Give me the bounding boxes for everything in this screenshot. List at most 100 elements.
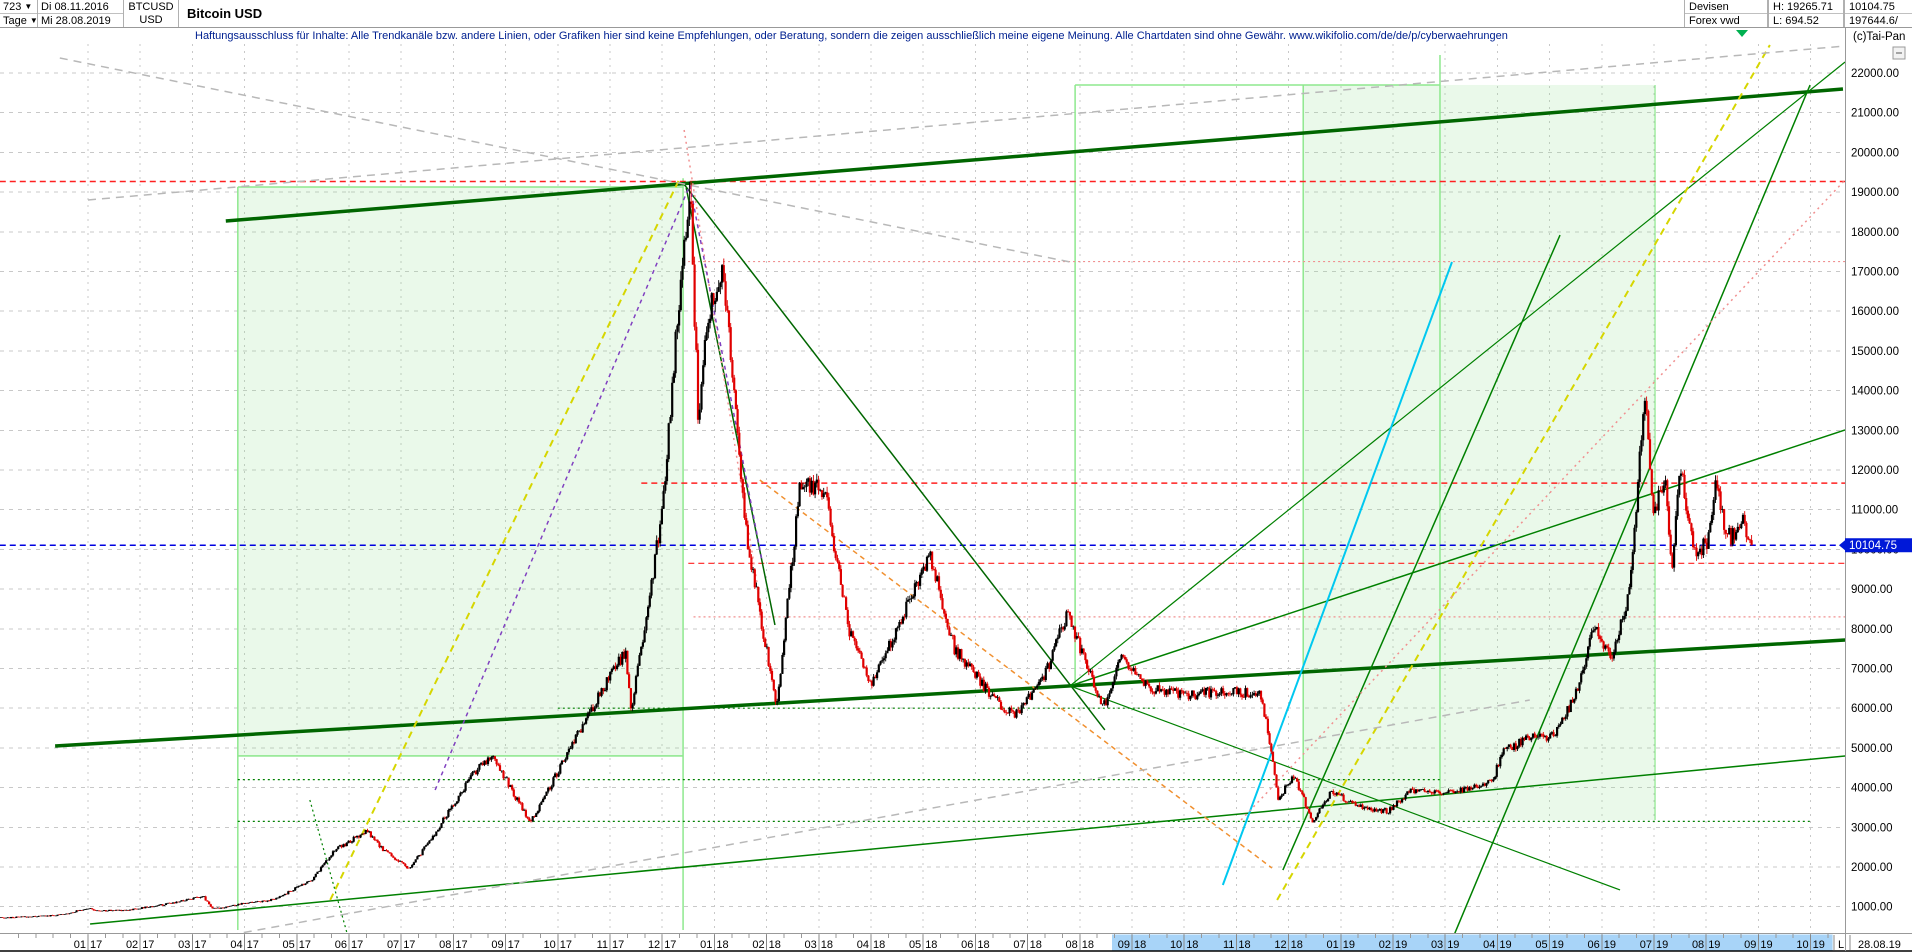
trendline-peak-to-apex xyxy=(682,182,1106,731)
trendlines-layer xyxy=(0,44,1845,933)
date-axis-month-label: 08 xyxy=(439,939,451,951)
price-axis-label: 20000.00 xyxy=(1851,147,1899,159)
date-axis-year-label: 18 xyxy=(1186,939,1198,951)
last-price-badge: 10104.75 xyxy=(1839,538,1912,553)
date-axis-month-label: 10 xyxy=(1796,939,1808,951)
price-axis-label: 13000.00 xyxy=(1851,425,1899,437)
date-axis-month-label: 06 xyxy=(335,939,347,951)
date-axis-month-label: 01 xyxy=(74,939,86,951)
date-axis-year-label: 17 xyxy=(560,939,572,951)
price-axis-label: 5000.00 xyxy=(1851,743,1893,755)
price-axis-label: 9000.00 xyxy=(1851,584,1893,596)
trendline-apex-fan-down xyxy=(1069,685,1621,891)
date-axis-year-label: 19 xyxy=(1552,939,1564,951)
date-axis-year-label: 18 xyxy=(1291,939,1303,951)
date-axis-year-label: 19 xyxy=(1708,939,1720,951)
date-axis-year-label: 19 xyxy=(1760,939,1772,951)
date-axis-year-label: 19 xyxy=(1447,939,1459,951)
price-axis-label: 2000.00 xyxy=(1851,862,1893,874)
date-axis-month-label: 04 xyxy=(230,939,242,951)
collapse-axis-button[interactable] xyxy=(1892,46,1906,60)
trendline-yellow-2019 xyxy=(1276,44,1771,901)
date-axis-month-label: 09 xyxy=(1744,939,1756,951)
price-axis-label: 8000.00 xyxy=(1851,624,1893,636)
trendline-rally-2019-a xyxy=(1282,234,1561,871)
date-axis-month-label: 03 xyxy=(805,939,817,951)
price-axis-label: 4000.00 xyxy=(1851,783,1893,795)
currency-label: USD xyxy=(139,14,163,27)
date-axis-month-label: 03 xyxy=(1431,939,1443,951)
disclaimer-text: Haftungsausschluss für Inhalte: Alle Tre… xyxy=(195,30,1508,42)
price-axis-label: 16000.00 xyxy=(1851,306,1899,318)
date-axis-year-label: 19 xyxy=(1395,939,1407,951)
up-candle-bodies xyxy=(0,201,1745,919)
price-axis-label: 14000.00 xyxy=(1851,386,1899,398)
date-axis-month-label: 05 xyxy=(1535,939,1547,951)
date-axis-year-label: 17 xyxy=(247,939,259,951)
date-axis-month-label: 11 xyxy=(1223,939,1234,951)
date-axis-month-label: 05 xyxy=(283,939,295,951)
timeframe-dropdown[interactable]: Tage ▼ xyxy=(0,14,38,27)
last-marker-label: L xyxy=(1838,939,1844,951)
date-axis-year-label: 19 xyxy=(1813,939,1825,951)
date-axis-year-label: 19 xyxy=(1499,939,1511,951)
trendline-rally-2019-b xyxy=(1454,84,1811,933)
price-axis-label: 12000.00 xyxy=(1851,465,1899,477)
symbol-field[interactable]: BTCUSD xyxy=(128,0,174,13)
trendline-gray-falling xyxy=(59,57,1071,263)
date-axis-month-label: 03 xyxy=(178,939,190,951)
date-axis-year-label: 18 xyxy=(1030,939,1042,951)
trendline-support-2016 xyxy=(90,755,1845,925)
volume-value: 197644.6/ xyxy=(1849,14,1898,27)
date-axis-month-label: 10 xyxy=(1170,939,1182,951)
date-axis-year-label: 18 xyxy=(873,939,885,951)
date-axis-year-label: 19 xyxy=(1656,939,1668,951)
date-axis-year-label: 18 xyxy=(1238,939,1250,951)
low-value: L: 694.52 xyxy=(1773,14,1819,27)
date-axis: 01 17 02 17 03 17 04 17 05 17 06 17 07 17 08 17 09 17 10 17… xyxy=(0,933,1912,952)
trendline-bottom-channel xyxy=(55,638,1845,748)
price-axis-label: 17000.00 xyxy=(1851,267,1899,279)
date-axis-year-label: 18 xyxy=(821,939,833,951)
price-axis-label: 21000.00 xyxy=(1851,108,1899,120)
price-axis-label: 19000.00 xyxy=(1851,187,1899,199)
date-axis-year-label: 17 xyxy=(403,939,415,951)
date-axis-month-label: 09 xyxy=(1118,939,1130,951)
date-axis-month-label: 01 xyxy=(1327,939,1339,951)
date-axis-year-label: 17 xyxy=(299,939,311,951)
last-date-label: 28.08.19 xyxy=(1858,939,1901,951)
trendline-cyan-rally xyxy=(1221,261,1453,886)
date-axis-year-label: 17 xyxy=(508,939,520,951)
exchange-label: Devisen xyxy=(1685,0,1767,14)
end-date-field[interactable]: Mi 28.08.2019 xyxy=(41,14,111,27)
trend-box xyxy=(1303,84,1656,820)
down-candle-bodies xyxy=(1,201,1753,919)
date-axis-month-label: 07 xyxy=(1013,939,1025,951)
start-date-field[interactable]: Di 08.11.2016 xyxy=(38,0,123,14)
date-axis-month-label: 09 xyxy=(491,939,503,951)
date-axis-month-label: 02 xyxy=(752,939,764,951)
date-axis-year-label: 18 xyxy=(1082,939,1094,951)
date-axis-month-label: 06 xyxy=(961,939,973,951)
price-axis-label: 6000.00 xyxy=(1851,703,1893,715)
date-axis-month-label: 12 xyxy=(1274,939,1286,951)
trendline-peak-steep-drop xyxy=(685,187,776,626)
price-axis-label: 3000.00 xyxy=(1851,822,1893,834)
price-axis-label: 7000.00 xyxy=(1851,664,1893,676)
high-value: H: 19265.71 xyxy=(1769,0,1843,14)
date-axis-month-label: 01 xyxy=(700,939,712,951)
period-count-dropdown[interactable]: 723 ▼ xyxy=(0,0,37,14)
date-axis-month-label: 07 xyxy=(1640,939,1652,951)
period-count-value: 723 xyxy=(3,0,22,13)
trendline-top-channel xyxy=(225,87,1844,223)
price-axis-label: 22000.00 xyxy=(1851,68,1899,80)
candlestick-series xyxy=(0,181,1753,919)
trend-boxes-layer xyxy=(237,84,1656,820)
price-axis-label: 18000.00 xyxy=(1851,227,1899,239)
date-axis-month-label: 08 xyxy=(1066,939,1078,951)
date-axis-year-label: 18 xyxy=(716,939,728,951)
date-axis-year-label: 17 xyxy=(612,939,624,951)
date-axis-month-label: 06 xyxy=(1588,939,1600,951)
